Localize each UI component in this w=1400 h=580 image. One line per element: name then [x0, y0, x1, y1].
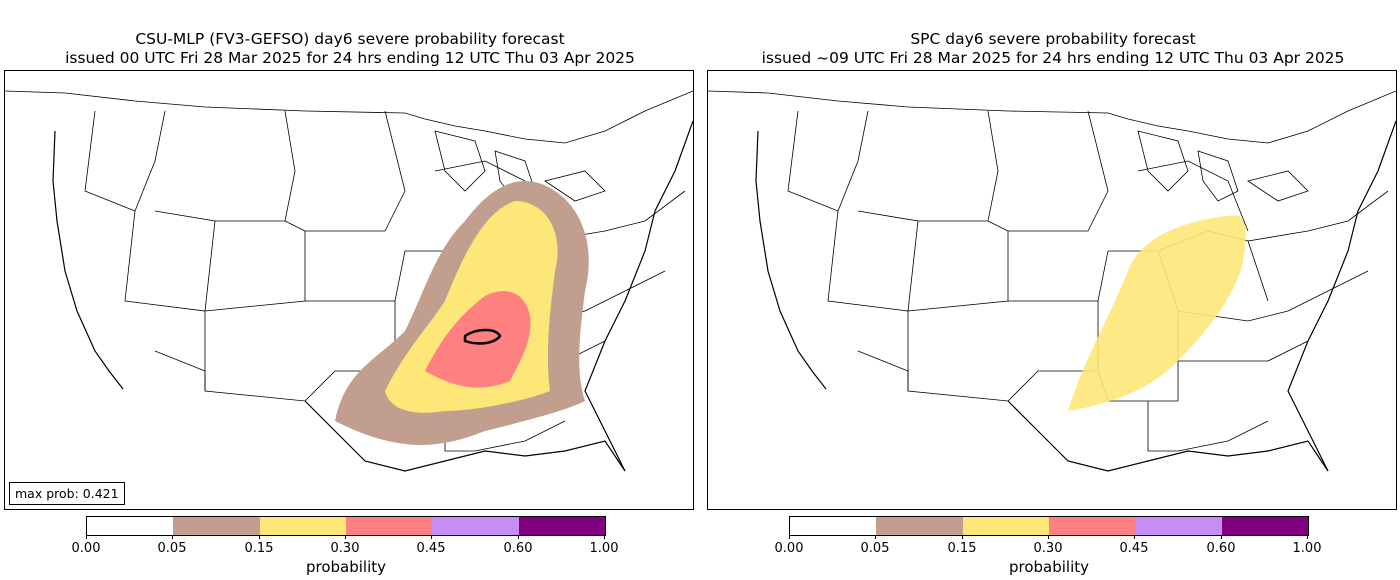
panel-title: SPC day6 severe probability forecast iss… [703, 30, 1400, 68]
colorbar-tick-label: 0.00 [774, 541, 804, 556]
colorbar-tick-mark [1307, 535, 1308, 539]
colorbar-tick-label: 0.30 [330, 541, 360, 556]
colorbar-tick-mark [1134, 535, 1135, 539]
colorbar-tick-label: 0.00 [71, 541, 101, 556]
colorbar-tick-label: 0.15 [244, 541, 274, 556]
colorbar-seg-3 [1048, 517, 1136, 535]
title-line-2: issued 00 UTC Fri 28 Mar 2025 for 24 hrs… [65, 49, 635, 67]
title-line-1: SPC day6 severe probability forecast [910, 30, 1196, 48]
colorbar-title: probability [1008, 558, 1090, 576]
state-borders [708, 90, 1396, 472]
colorbar-tick-label: 1.00 [1292, 541, 1322, 556]
probability-map [707, 70, 1397, 510]
right-probability-fill [1068, 215, 1246, 411]
csu-mlp-panel: CSU-MLP (FV3-GEFSO) day6 severe probabil… [0, 30, 700, 576]
us-map-svg [708, 90, 1396, 472]
colorbar-seg-4 [432, 517, 519, 535]
colorbar-tick-mark [431, 535, 432, 539]
us-map-svg [5, 90, 693, 472]
colorbar-tick-mark [604, 535, 605, 539]
colorbar [789, 516, 1309, 536]
colorbar-tick-mark [86, 535, 87, 539]
colorbar-tick-label: 0.60 [503, 541, 533, 556]
colorbar-seg-2 [962, 517, 1049, 535]
colorbar-tick-mark [259, 535, 260, 539]
title-line-1: CSU-MLP (FV3-GEFSO) day6 severe probabil… [135, 30, 565, 48]
colorbar-seg-3 [345, 517, 433, 535]
max-prob-box: max prob: 0.421 [9, 482, 125, 505]
colorbar-seg-4 [1135, 517, 1222, 535]
colorbar-seg-2 [259, 517, 346, 535]
colorbar-seg-0 [87, 517, 174, 535]
colorbar-tick-mark [875, 535, 876, 539]
colorbar-tick-mark [172, 535, 173, 539]
left-probability-fill [335, 181, 589, 445]
colorbar-tick-label: 0.15 [947, 541, 977, 556]
colorbar-tick-mark [1048, 535, 1049, 539]
colorbar-tick-label: 1.00 [589, 541, 619, 556]
spc-panel: SPC day6 severe probability forecast iss… [703, 0, 1400, 580]
colorbar-tick-label: 0.60 [1206, 541, 1236, 556]
colorbar-seg-0 [790, 517, 877, 535]
colorbar-tick-label: 0.45 [1119, 541, 1149, 556]
colorbar [86, 516, 606, 536]
colorbar-title: probability [305, 558, 387, 576]
probability-map: max prob: 0.421 [4, 70, 694, 510]
colorbar-tick-label: 0.05 [157, 541, 187, 556]
colorbar-tick-label: 0.05 [860, 541, 890, 556]
colorbar-tick-mark [345, 535, 346, 539]
title-line-2: issued ~09 UTC Fri 28 Mar 2025 for 24 hr… [761, 49, 1345, 67]
colorbar-tick-mark [962, 535, 963, 539]
panel-title: CSU-MLP (FV3-GEFSO) day6 severe probabil… [0, 30, 700, 68]
colorbar-tick-label: 0.30 [1033, 541, 1063, 556]
colorbar-tick-mark [1221, 535, 1222, 539]
colorbar-seg-5 [1221, 517, 1308, 535]
colorbar-tick-label: 0.45 [416, 541, 446, 556]
colorbar-seg-5 [518, 517, 605, 535]
colorbar-seg-1 [876, 517, 963, 535]
colorbar-tick-mark [518, 535, 519, 539]
colorbar-tick-mark [789, 535, 790, 539]
colorbar-seg-1 [173, 517, 260, 535]
